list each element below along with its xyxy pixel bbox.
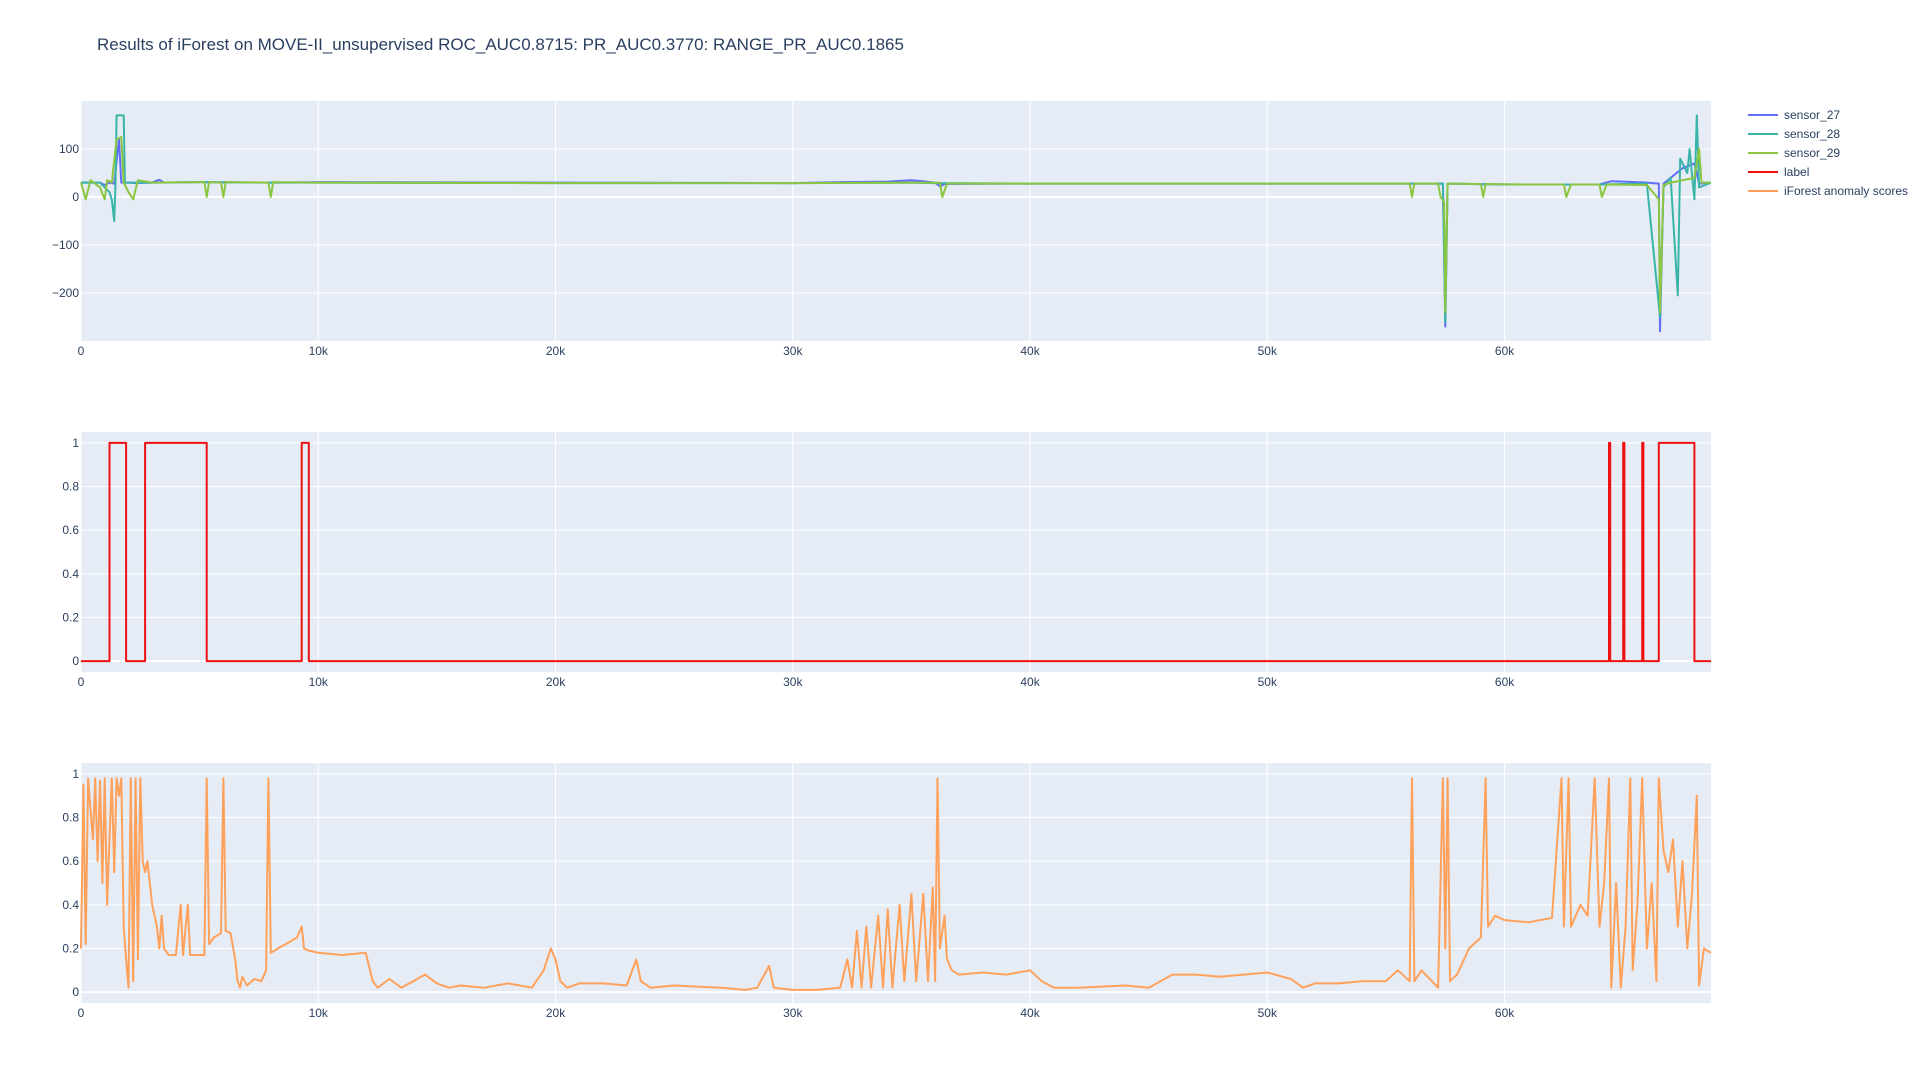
x-tick-label: 30k — [783, 675, 803, 689]
legend-label: sensor_27 — [1784, 108, 1840, 122]
legend-item-label[interactable]: label — [1748, 165, 1809, 179]
panel-3: 0 10k 20k 30k 40k 50k 60k 1 0.8 0.6 0.4 0.2 0 — [62, 763, 1712, 1020]
legend-label: iForest anomaly scores — [1784, 184, 1908, 198]
x-tick-label: 20k — [546, 675, 566, 689]
plot-area — [81, 432, 1711, 672]
legend-label: sensor_28 — [1784, 127, 1840, 141]
legend-label: label — [1784, 165, 1809, 179]
x-tick-label: 0 — [78, 344, 85, 358]
y-tick-label: 1 — [72, 436, 79, 450]
x-tick-label: 50k — [1258, 344, 1278, 358]
x-tick-label: 50k — [1258, 1006, 1278, 1020]
x-tick-label: 30k — [783, 1006, 803, 1020]
y-tick-label: 0 — [72, 654, 79, 668]
legend-label: sensor_29 — [1784, 146, 1840, 160]
y-tick-label: 1 — [72, 767, 79, 781]
x-tick-label: 0 — [78, 675, 85, 689]
y-tick-label: 0.4 — [62, 898, 79, 912]
y-tick-label: 0.6 — [62, 523, 79, 537]
panel-2: 0 10k 20k 30k 40k 50k 60k 1 0.8 0.6 0.4 0.2 0 — [62, 432, 1711, 689]
x-tick-label: 10k — [309, 1006, 329, 1020]
x-tick-label: 60k — [1495, 344, 1515, 358]
y-tick-label: −100 — [52, 238, 79, 252]
x-tick-label: 60k — [1495, 1006, 1515, 1020]
y-tick-label: 0.4 — [62, 567, 79, 581]
y-tick-label: 0.2 — [62, 941, 79, 955]
y-tick-label: −200 — [52, 286, 79, 300]
y-tick-label: 0 — [72, 985, 79, 999]
plot-area — [81, 101, 1711, 341]
series-line-iforest-anomaly-scores — [80, 777, 1712, 991]
x-tick-label: 20k — [546, 1006, 566, 1020]
x-tick-label: 50k — [1258, 675, 1278, 689]
x-tick-label: 60k — [1495, 675, 1515, 689]
series-line-sensor_29 — [80, 136, 1711, 314]
x-tick-label: 20k — [546, 344, 566, 358]
x-tick-label: 10k — [309, 344, 329, 358]
y-tick-label: 100 — [59, 142, 79, 156]
legend-item-sensor_29[interactable]: sensor_29 — [1748, 146, 1840, 160]
y-tick-label: 0.8 — [62, 480, 79, 494]
y-tick-label: 0.8 — [62, 811, 79, 825]
legend-item-sensor_27[interactable]: sensor_27 — [1748, 108, 1840, 122]
x-tick-label: 40k — [1020, 344, 1040, 358]
legend-item-sensor_28[interactable]: sensor_28 — [1748, 127, 1840, 141]
y-tick-label: 0.6 — [62, 854, 79, 868]
chart-title: Results of iForest on MOVE-II_unsupervis… — [97, 35, 904, 54]
legend-item-iforest-anomaly-scores[interactable]: iForest anomaly scores — [1748, 184, 1908, 198]
x-tick-label: 0 — [78, 1006, 85, 1020]
x-tick-label: 30k — [783, 344, 803, 358]
x-tick-label: 40k — [1020, 1006, 1040, 1020]
panel-1: 0 10k 20k 30k 40k 50k 60k 100 0 −100 −200 — [52, 101, 1712, 358]
y-tick-label: 0.2 — [62, 610, 79, 624]
x-tick-label: 10k — [309, 675, 329, 689]
series-line-label — [81, 441, 1711, 663]
y-tick-label: 0 — [72, 190, 79, 204]
x-tick-label: 40k — [1020, 675, 1040, 689]
plot-area — [81, 763, 1711, 1003]
